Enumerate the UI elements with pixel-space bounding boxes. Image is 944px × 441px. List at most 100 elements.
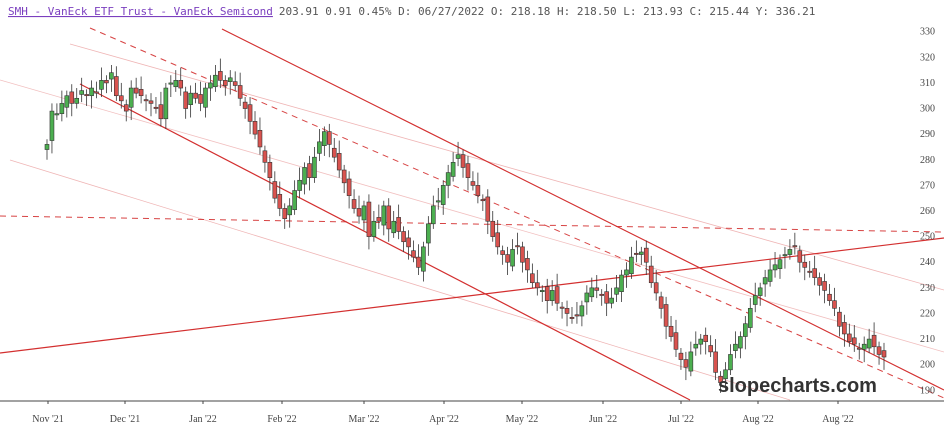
candle-body-up: [421, 246, 426, 272]
candle: [559, 301, 565, 319]
candle-body-up: [639, 251, 644, 255]
candle: [866, 328, 872, 354]
y-tick-label: 300: [920, 104, 935, 115]
candle-body-down: [257, 130, 263, 148]
candle: [688, 341, 694, 377]
candle: [242, 97, 248, 119]
candle-body-up: [510, 249, 515, 267]
candle-body-down: [485, 196, 491, 222]
candle-body-down: [648, 265, 654, 284]
candle: [188, 85, 193, 118]
candle: [89, 80, 94, 109]
candle-body-down: [366, 201, 372, 237]
candle: [485, 189, 491, 235]
candle: [881, 342, 887, 370]
candle-body-up: [698, 338, 704, 345]
trendline-mid-dashed: [89, 27, 944, 399]
candle-body-up: [64, 95, 70, 108]
trendline-upper-channel: [221, 28, 944, 391]
candle-body-down: [525, 258, 530, 271]
candle-body-down: [396, 217, 401, 232]
candle-body-up: [772, 264, 778, 271]
candle-body-up: [371, 220, 377, 237]
x-tick-label: Jun '22: [589, 414, 617, 425]
candle-body-down: [817, 277, 822, 286]
candle: [510, 239, 515, 272]
candle: [74, 88, 80, 109]
candle-body-down: [832, 300, 837, 309]
candle-body-down: [143, 99, 149, 102]
candle-body-up: [188, 92, 193, 105]
candle-body-up: [743, 323, 748, 337]
candle: [594, 275, 600, 299]
candle: [599, 289, 604, 306]
candle-body-down: [118, 95, 124, 102]
candle: [366, 194, 372, 250]
candle: [79, 77, 84, 103]
candle-body-down: [604, 291, 609, 304]
candle-body-up: [440, 185, 446, 205]
candle-body-up: [787, 249, 793, 255]
price-stats: 203.91 0.91 0.45% D: 06/27/2022 O: 218.1…: [279, 5, 815, 18]
candle: [470, 171, 476, 191]
candle-body-down: [272, 181, 278, 199]
candle-body-down: [123, 104, 129, 112]
candle-body-up: [728, 354, 733, 371]
trendline-faint-lower: [9, 159, 791, 401]
y-tick-label: 220: [920, 308, 935, 319]
candle: [614, 275, 619, 302]
candle-body-down: [193, 92, 198, 99]
candle: [118, 82, 124, 109]
candle: [401, 226, 406, 252]
candle-body-up: [688, 351, 694, 372]
candle: [114, 66, 119, 101]
candle: [297, 167, 302, 199]
candle: [222, 75, 228, 96]
candle-body-down: [153, 106, 159, 109]
candle: [549, 280, 555, 306]
candle: [322, 126, 327, 156]
candle-body-down: [837, 311, 842, 327]
candle-body-up: [54, 113, 60, 116]
candle-body-up: [589, 287, 595, 298]
candle-body-down: [247, 104, 253, 122]
candle-body-down: [658, 296, 664, 309]
candle: [227, 70, 233, 95]
candle: [302, 162, 307, 195]
candle: [351, 189, 357, 214]
candle: [777, 254, 783, 279]
candle: [356, 195, 362, 224]
candle: [574, 301, 580, 324]
x-tick-label: Mar '22: [349, 414, 380, 425]
candle: [312, 146, 317, 183]
x-tick-label: Nov '21: [32, 414, 64, 425]
ticker-title[interactable]: SMH - VanEck ETF Trust - VanEck Semicond: [8, 5, 273, 18]
candle: [282, 203, 288, 229]
candle-body-up: [584, 292, 590, 303]
candle: [653, 269, 659, 301]
candle: [584, 285, 590, 315]
candle: [757, 282, 763, 306]
candle: [153, 97, 159, 114]
candle-body-up: [426, 223, 431, 244]
candle: [579, 300, 585, 327]
candle: [173, 70, 179, 92]
candle: [84, 89, 89, 106]
candle: [772, 251, 778, 278]
candle: [426, 216, 431, 256]
candle: [262, 145, 268, 173]
candle-body-down: [114, 76, 119, 97]
candle-body-up: [629, 256, 634, 275]
chart-header: SMH - VanEck ETF Trust - VanEck Semicond…: [8, 5, 815, 18]
candle: [59, 90, 65, 122]
y-tick-label: 230: [920, 283, 935, 294]
candle: [861, 336, 867, 363]
candle-body-down: [331, 147, 337, 158]
candle-body-up: [614, 287, 619, 295]
candle-body-down: [69, 91, 75, 104]
candle: [49, 103, 55, 154]
candle-body-up: [302, 167, 307, 185]
candle: [361, 200, 367, 231]
candle-body-down: [807, 270, 813, 273]
candle: [569, 307, 575, 324]
